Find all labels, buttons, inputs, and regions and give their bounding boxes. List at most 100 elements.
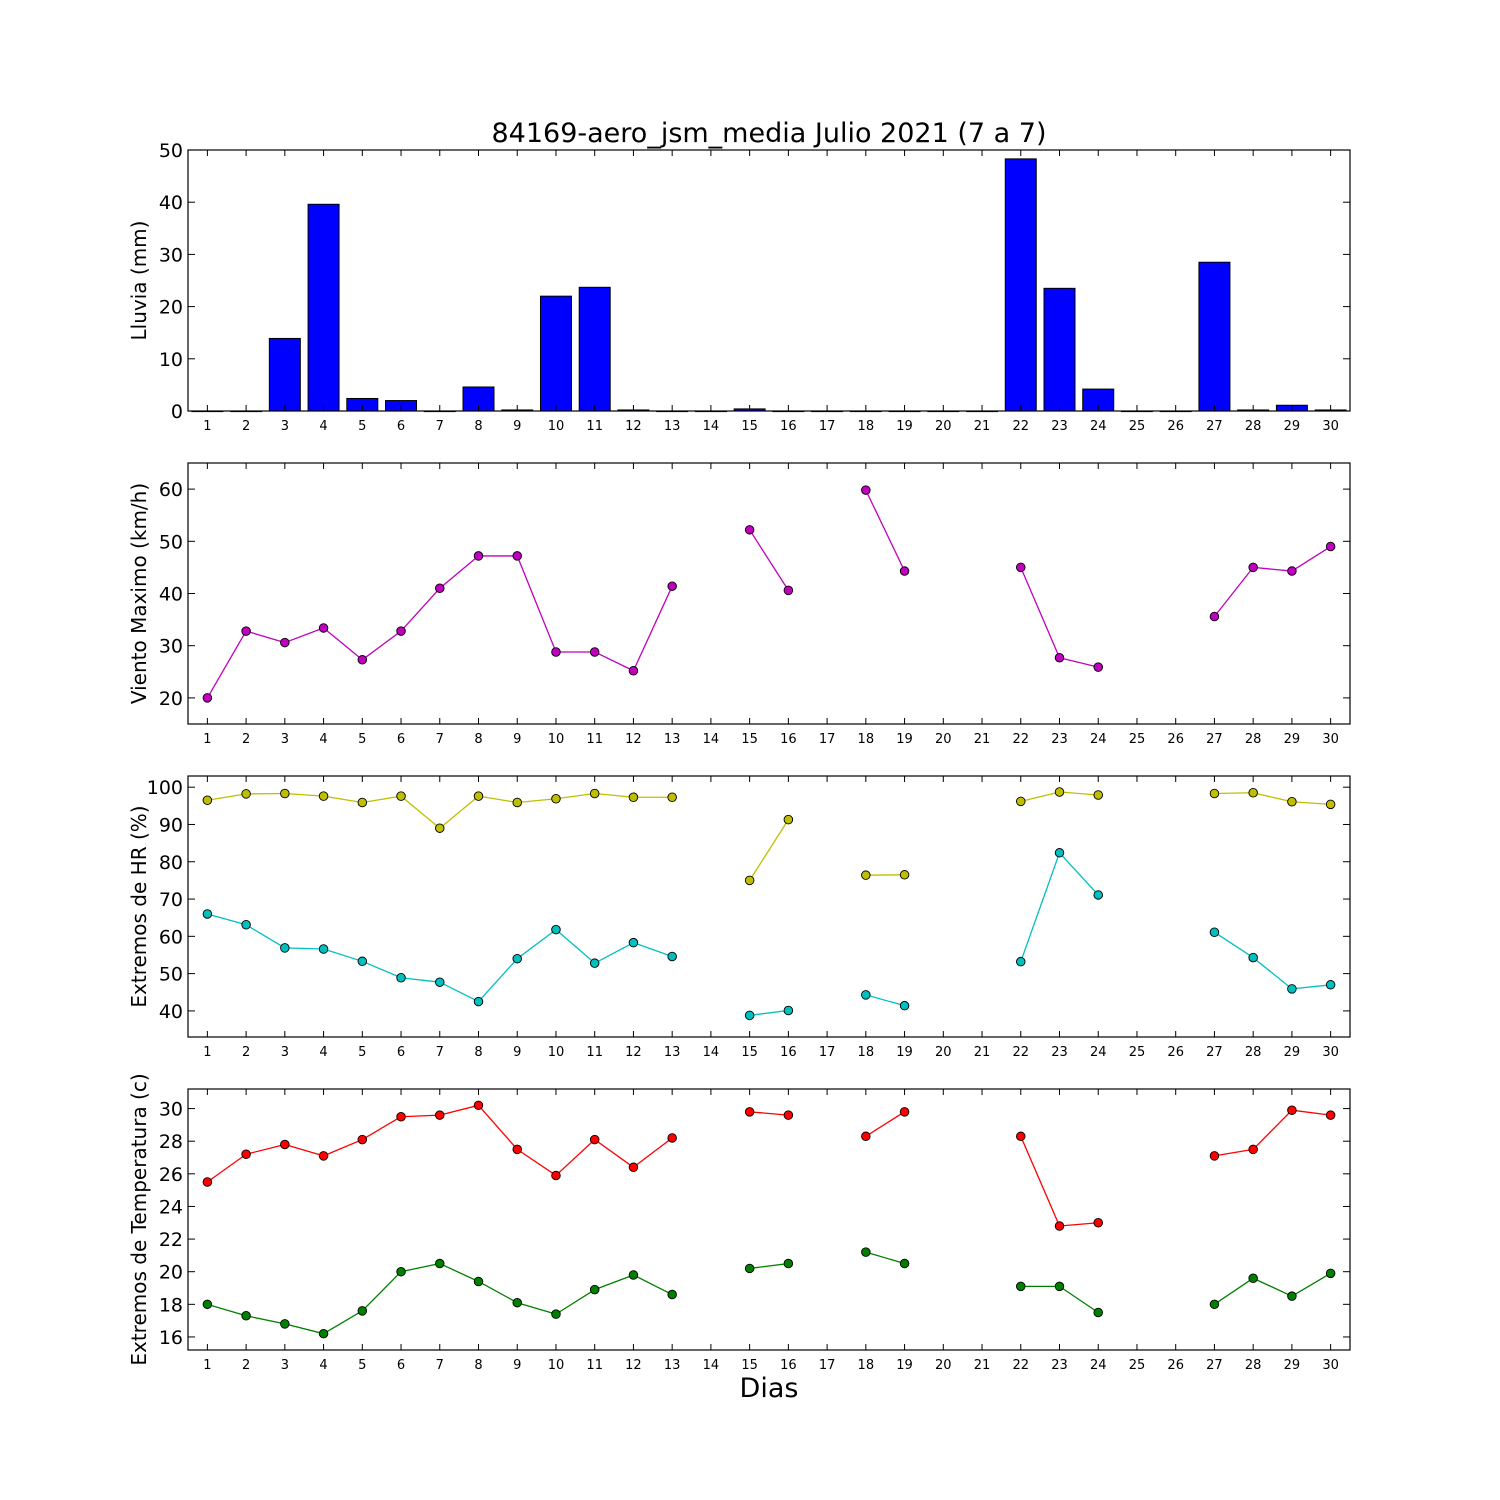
series-1-point-day-7 (435, 823, 445, 833)
series-2-segment-4 (323, 1310, 363, 1335)
series-1-point-day-6 (396, 791, 406, 801)
x-tick-label: 10 (548, 1358, 565, 1373)
x-tick-label: 12 (625, 419, 642, 434)
series-2-segment-27 (1214, 1277, 1254, 1305)
x-tick-label: 14 (703, 732, 720, 747)
y-tick-label: 50 (159, 140, 183, 162)
series-1-point-day-9 (512, 1144, 522, 1155)
x-tick-label: 27 (1206, 732, 1223, 747)
x-tick-label: 7 (436, 419, 444, 434)
series-2-segment-6 (400, 977, 440, 983)
series-1-point-day-9 (512, 797, 522, 808)
series-1-point-day-7 (435, 1110, 445, 1120)
series-1-segment-7 (439, 795, 479, 829)
x-tick-label: 10 (548, 419, 565, 434)
x-tick-label: 28 (1245, 1045, 1262, 1060)
y-tick-label: 40 (159, 192, 183, 214)
series-2-point-day-2 (241, 920, 251, 930)
x-tick-label: 8 (474, 1045, 482, 1060)
series-2-segment-3 (284, 1323, 324, 1335)
x-tick-label: 4 (319, 1045, 327, 1060)
x-tick-label: 18 (858, 732, 875, 747)
x-tick-label: 6 (397, 419, 405, 434)
series-1-point-day-3 (280, 637, 290, 648)
series-1-segment-4 (323, 795, 363, 804)
series-1-point-day-5 (357, 1134, 368, 1145)
series-2-point-day-7 (435, 1258, 445, 1269)
series-1-point-day-3 (280, 1139, 290, 1150)
x-tick-label: 11 (586, 419, 603, 434)
series-2-point-day-13 (667, 1289, 677, 1300)
series-1-segment-27 (1214, 1148, 1254, 1157)
x-tick-label: 9 (513, 732, 521, 747)
x-tick-label: 26 (1167, 732, 1184, 747)
series-1-point-day-13 (667, 792, 677, 803)
y-tick-label: 26 (159, 1164, 183, 1186)
x-tick-label: 17 (819, 732, 836, 747)
series-1-point-day-24 (1093, 790, 1103, 800)
series-1-point-day-13 (667, 581, 677, 591)
series-2-segment-8 (478, 1280, 518, 1304)
series-2-point-day-9 (512, 1297, 522, 1308)
series-1-point-day-27 (1209, 1151, 1220, 1161)
series-1-point-day-11 (589, 1134, 600, 1145)
series-1-segment-5 (362, 795, 402, 804)
series-2-point-day-16 (783, 1005, 794, 1016)
series-1-segment-15 (749, 1111, 789, 1116)
series-1-segment-3 (284, 627, 324, 644)
series-1-segment-10 (555, 1139, 596, 1176)
series-2-segment-23 (1059, 1285, 1099, 1314)
x-tick-label: 12 (625, 1045, 642, 1060)
series-2-point-day-29 (1287, 1291, 1297, 1301)
series-2-point-day-8 (473, 996, 484, 1007)
series-1-point-day-30 (1325, 1110, 1336, 1120)
series-1-segment-28 (1252, 1109, 1293, 1150)
x-tick-label: 7 (436, 1045, 444, 1060)
series-1-point-day-18 (861, 870, 871, 880)
x-tick-label: 13 (664, 1358, 681, 1373)
x-tick-label: 23 (1051, 1045, 1068, 1060)
series-2-point-day-15 (744, 1263, 755, 1274)
series-1-point-day-16 (783, 814, 794, 825)
x-tick-label: 21 (974, 732, 991, 747)
series-1-point-day-4 (318, 623, 329, 633)
series-1-segment-2 (245, 1143, 285, 1155)
x-tick-label: 29 (1284, 732, 1301, 747)
panel-frame (187, 1088, 1351, 1351)
series-1-segment-9 (516, 1148, 557, 1176)
series-2-point-day-5 (357, 1306, 368, 1316)
y-tick-label: 40 (159, 584, 183, 606)
bar-day-27 (1198, 261, 1231, 412)
x-tick-label: 20 (935, 1045, 952, 1060)
x-tick-label: 11 (586, 732, 603, 747)
x-tick-label: 24 (1090, 1045, 1107, 1060)
x-tick-label: 21 (974, 1358, 991, 1373)
series-1-point-day-19 (899, 870, 910, 880)
x-tick-label: 22 (1012, 1358, 1029, 1373)
series-1-point-day-3 (280, 788, 290, 799)
y-tick-label: 100 (147, 777, 183, 799)
series-1-segment-15 (749, 819, 789, 881)
bar-day-10 (539, 295, 572, 412)
series-1-point-day-16 (783, 1110, 794, 1120)
series-2-point-day-9 (512, 953, 522, 964)
x-tick-label: 30 (1322, 1045, 1339, 1060)
x-tick-label: 7 (436, 1358, 444, 1373)
x-tick-label: 22 (1012, 419, 1029, 434)
series-1-segment-3 (284, 792, 324, 797)
series-2-point-day-22 (1016, 1281, 1026, 1292)
x-tick-label: 20 (935, 732, 952, 747)
series-1-point-day-19 (899, 566, 910, 576)
series-2-point-day-30 (1325, 1268, 1336, 1279)
x-tick-label: 24 (1090, 419, 1107, 434)
series-2-segment-12 (633, 942, 673, 958)
series-2-segment-5 (361, 1271, 402, 1312)
series-2-point-day-3 (280, 1319, 290, 1329)
series-1-segment-18 (865, 1111, 905, 1137)
series-1-segment-22 (1020, 1136, 1061, 1227)
bar-day-22 (1004, 158, 1037, 412)
series-1-point-day-8 (473, 1100, 484, 1111)
series-1-segment-6 (400, 795, 441, 829)
